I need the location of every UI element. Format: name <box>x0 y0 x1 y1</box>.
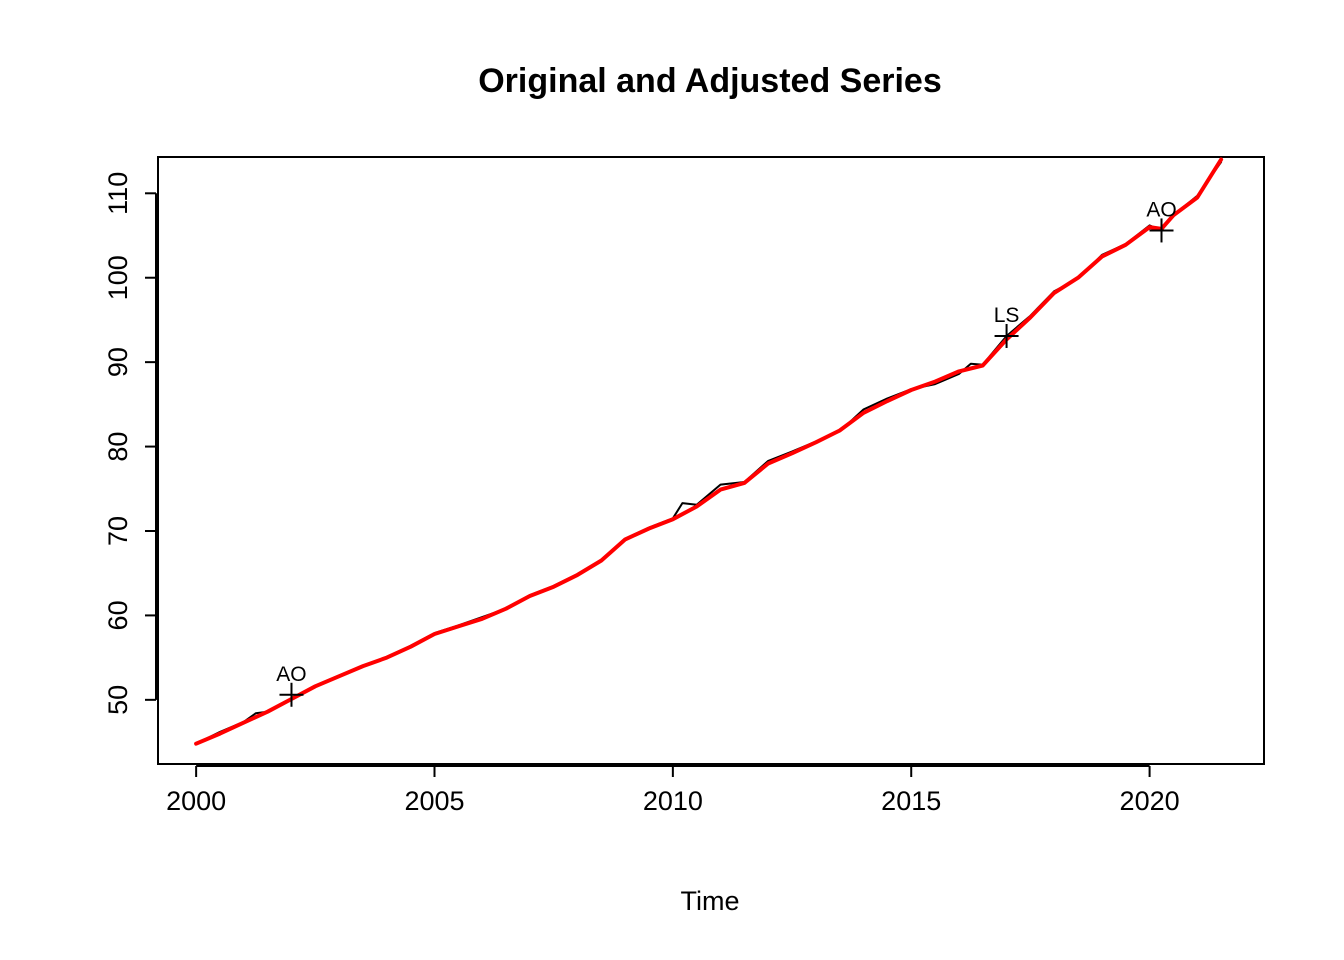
plot-frame <box>157 156 1265 765</box>
y-axis: 50 60 70 80 90 100 110 <box>103 172 157 715</box>
y-tick-label: 50 <box>103 685 133 715</box>
original-series-line <box>195 161 1223 745</box>
x-tick-label: 2010 <box>643 786 703 816</box>
outlier-label: AO <box>1146 198 1176 221</box>
x-axis: 2000 2005 2010 2015 2020 <box>166 765 1180 816</box>
y-tick-label: 110 <box>103 172 133 215</box>
y-tick-label: 60 <box>103 600 133 630</box>
x-tick-label: 2005 <box>404 786 464 816</box>
outlier-marker: AO <box>276 663 307 707</box>
x-tick-label: 2020 <box>1120 786 1180 816</box>
y-tick-label: 100 <box>103 255 133 300</box>
outlier-label: AO <box>276 663 306 686</box>
y-tick-label: 70 <box>103 516 133 546</box>
series-layer <box>194 157 1224 746</box>
outlier-label: LS <box>994 304 1020 327</box>
x-tick-label: 2000 <box>166 786 226 816</box>
y-tick-label: 90 <box>103 347 133 377</box>
y-tick-label: 80 <box>103 432 133 462</box>
x-tick-label: 2015 <box>881 786 941 816</box>
x-axis-label: Time <box>681 886 740 916</box>
outlier-marker: LS <box>994 304 1020 348</box>
outlier-marker: AO <box>1146 198 1177 243</box>
chart-title: Original and Adjusted Series <box>478 62 942 100</box>
adjusted-series-line <box>194 157 1224 746</box>
outlier-annotations: AO LS AO <box>276 198 1177 707</box>
